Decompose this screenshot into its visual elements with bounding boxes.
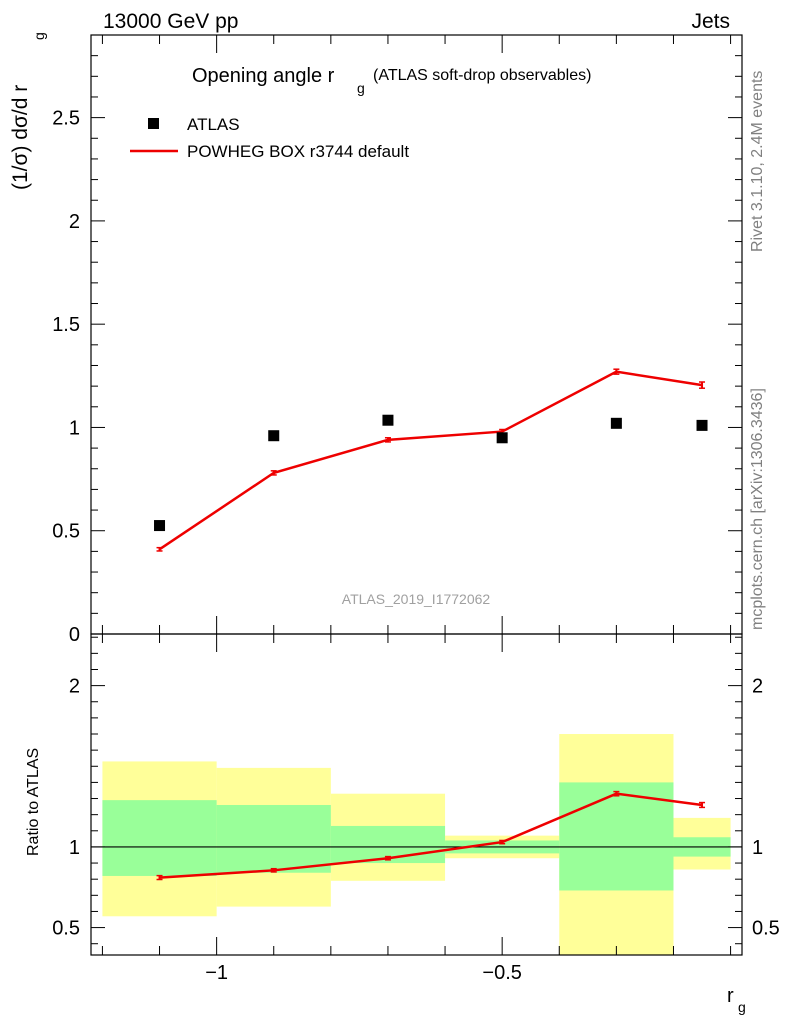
data-point bbox=[696, 419, 708, 431]
bottom-ytick-label: 0.5 bbox=[52, 918, 80, 940]
bottom-ytick-label-right: 0.5 bbox=[752, 918, 780, 940]
legend-mc-label: POWHEG BOX r3744 default bbox=[187, 142, 409, 161]
rivet-version-label: Rivet 3.1.10, 2.4M events bbox=[749, 71, 766, 252]
data-point bbox=[382, 414, 394, 426]
top-panel-content bbox=[154, 368, 708, 552]
top-ytick-label: 0 bbox=[69, 624, 80, 646]
xlabel-subscript: g bbox=[738, 999, 746, 1015]
top-panel-axes: 0.5 1 1.5 2 2.5 0 bbox=[52, 34, 743, 646]
bottom-ytick-label: 2 bbox=[69, 676, 80, 698]
xlabel: r bbox=[727, 985, 734, 1007]
bottom-frame bbox=[90, 633, 743, 956]
top-ytick-label: 1 bbox=[69, 417, 80, 439]
ratio-band-inner bbox=[559, 782, 674, 891]
bottom-xtick-label: −0.5 bbox=[482, 962, 521, 984]
mc-ratio-line bbox=[159, 792, 703, 879]
data-point bbox=[496, 432, 508, 444]
plot-title-suffix: (ATLAS soft-drop observables) bbox=[373, 67, 591, 84]
top-ytick-label: 0.5 bbox=[52, 521, 80, 543]
mc-line bbox=[158, 370, 703, 551]
top-ytick-label: 1.5 bbox=[52, 314, 80, 336]
legend-data-label: ATLAS bbox=[187, 115, 240, 134]
bottom-ytick-label-right: 2 bbox=[752, 676, 763, 698]
ratio-band-inner bbox=[216, 804, 331, 873]
bottom-xtick-label: −1 bbox=[205, 962, 228, 984]
plot-title: Opening angle r bbox=[192, 65, 335, 87]
bottom-ylabel: Ratio to ATLAS bbox=[25, 748, 42, 856]
bottom-panel-axes: 0.5 0.5 1 1 2 2 −1 −0.5 bbox=[52, 633, 780, 984]
header-right: Jets bbox=[691, 10, 730, 33]
legend-data-marker bbox=[148, 118, 159, 129]
bottom-panel-content bbox=[91, 734, 742, 955]
data-point bbox=[610, 417, 622, 429]
ratio-band-inner bbox=[102, 800, 217, 876]
top-ytick-label: 2 bbox=[69, 211, 80, 233]
top-ytick-label: 2.5 bbox=[52, 108, 80, 130]
bottom-ytick-label: 1 bbox=[69, 837, 80, 859]
plot-title-subscript: g bbox=[357, 80, 365, 96]
data-point bbox=[268, 430, 280, 442]
analysis-watermark: ATLAS_2019_I1772062 bbox=[342, 591, 491, 607]
data-point bbox=[154, 520, 166, 532]
top-ylabel-subscript: g bbox=[31, 32, 47, 40]
bottom-ytick-label-right: 1 bbox=[752, 837, 763, 859]
header-left: 13000 GeV pp bbox=[103, 10, 238, 33]
plot-title-main: Opening angle r bbox=[192, 65, 335, 87]
top-ylabel: (1/σ) dσ/d r bbox=[9, 85, 32, 190]
mcplots-label: mcplots.cern.ch [arXiv:1306.3436] bbox=[749, 388, 766, 630]
